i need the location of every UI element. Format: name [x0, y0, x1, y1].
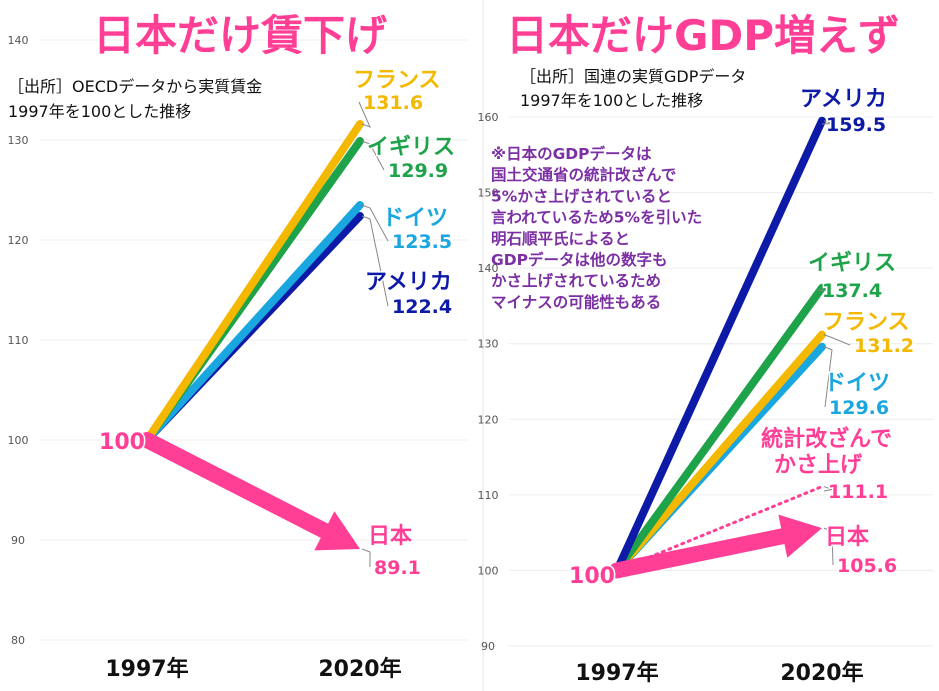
gdp-caveat-note: マイナスの可能性もある: [491, 292, 661, 311]
label-leader-line: [361, 215, 389, 307]
series-value-label: 131.6: [363, 92, 423, 114]
y-tick-label: 130: [8, 134, 29, 147]
series-value-label: 159.5: [826, 114, 886, 136]
chart-title: 日本だけGDP増えず: [506, 11, 900, 60]
y-tick-label: 90: [11, 534, 25, 547]
gdp-caveat-note: 言われているため5%を引いた: [491, 208, 702, 227]
y-tick-label: 130: [478, 338, 499, 351]
label-leader-line: [821, 120, 833, 125]
y-tick-label: 100: [8, 434, 29, 447]
start-value-label: 100: [569, 564, 615, 589]
series-name-label: アメリカ: [800, 87, 887, 112]
y-tick-label: 120: [8, 234, 29, 247]
start-value-label: 100: [99, 430, 145, 455]
data-point: [357, 121, 363, 127]
gdp-caveat-note: 明石順平氏によると: [491, 230, 630, 248]
source-note: 1997年を100とした推移: [520, 91, 703, 110]
label-leader-line: [823, 334, 851, 346]
y-tick-label: 110: [478, 489, 499, 502]
japan-series-line: [609, 528, 791, 579]
series-name-label: アメリカ: [365, 270, 452, 295]
series-name-label: イギリス: [808, 251, 896, 276]
y-tick-label: 150: [478, 187, 499, 200]
gdp-caveat-note: GDPデータは他の数字も: [491, 250, 667, 269]
x-category-label: 1997年: [105, 656, 188, 682]
series-value-label: 129.6: [829, 397, 889, 419]
start-point: [612, 565, 622, 576]
y-tick-label: 90: [481, 640, 495, 653]
label-leader-line: [823, 486, 834, 492]
series-name-label: フランス: [822, 310, 910, 335]
gdp-caveat-note: 5%かさ上げされていると: [491, 187, 672, 205]
series-value-label: 129.9: [388, 160, 448, 182]
dotted-line-annotation: かさ上げ: [774, 453, 863, 478]
series-name-label: 日本: [825, 525, 869, 550]
series-value-label: 137.4: [822, 280, 882, 302]
label-leader-line: [823, 346, 833, 408]
series-name-label: ドイツ: [382, 206, 448, 231]
y-tick-label: 110: [8, 334, 29, 347]
series-line: [613, 116, 826, 575]
japan-series-line: [139, 432, 333, 539]
series-value-label: 105.6: [837, 555, 897, 577]
japan-arrowhead: [778, 514, 822, 558]
dotted-line-annotation: 統計改ざんで: [761, 426, 892, 452]
x-category-label: 2020年: [318, 656, 401, 682]
y-tick-label: 140: [8, 34, 29, 47]
series-value-label: 89.1: [374, 557, 421, 579]
data-point: [357, 213, 363, 219]
label-leader-line: [361, 548, 371, 567]
x-category-label: 1997年: [575, 660, 658, 686]
gdp-caveat-note: かさ上げされているため: [491, 272, 661, 290]
label-leader-line: [817, 287, 833, 292]
series-value-label: 122.4: [392, 296, 452, 318]
y-tick-label: 120: [478, 413, 499, 426]
x-category-label: 2020年: [780, 660, 863, 686]
y-tick-label: 80: [11, 634, 25, 647]
data-point: [357, 138, 363, 144]
series-line: [613, 330, 826, 575]
label-leader-line: [361, 140, 385, 171]
source-note: ［出所］OECDデータから実質賃金: [8, 77, 262, 96]
series-name-label: フランス: [353, 68, 441, 93]
series-line: [613, 283, 826, 575]
y-tick-label: 160: [478, 111, 499, 124]
label-leader-line: [361, 204, 389, 242]
source-note: ［出所］国連の実質GDPデータ: [520, 67, 746, 86]
label-leader-line: [823, 527, 834, 566]
y-tick-label: 100: [478, 564, 499, 577]
gdp-caveat-note: ※日本のGDPデータは: [491, 144, 652, 163]
label-leader-line: [358, 101, 371, 128]
series-value-label: 111.1: [828, 481, 888, 503]
series-value-label: 123.5: [392, 231, 452, 253]
data-point: [357, 202, 363, 208]
series-name-label: イギリス: [367, 135, 455, 160]
y-tick-label: 140: [478, 262, 499, 275]
series-line: [143, 201, 364, 444]
data-point: [819, 117, 825, 124]
chart-title: 日本だけ賃下げ: [93, 11, 387, 60]
gdp-caveat-note: 国土交通省の統計改ざんで: [491, 165, 676, 184]
series-line: [143, 120, 364, 444]
start-point: [142, 435, 152, 445]
series-name-label: 日本: [368, 524, 412, 549]
series-value-label: 131.2: [854, 335, 914, 357]
source-note: 1997年を100とした推移: [8, 102, 191, 121]
data-point: [819, 331, 825, 338]
data-point: [819, 284, 825, 291]
japan-arrowhead: [314, 511, 360, 551]
series-name-label: ドイツ: [824, 371, 890, 396]
data-point: [819, 343, 825, 350]
